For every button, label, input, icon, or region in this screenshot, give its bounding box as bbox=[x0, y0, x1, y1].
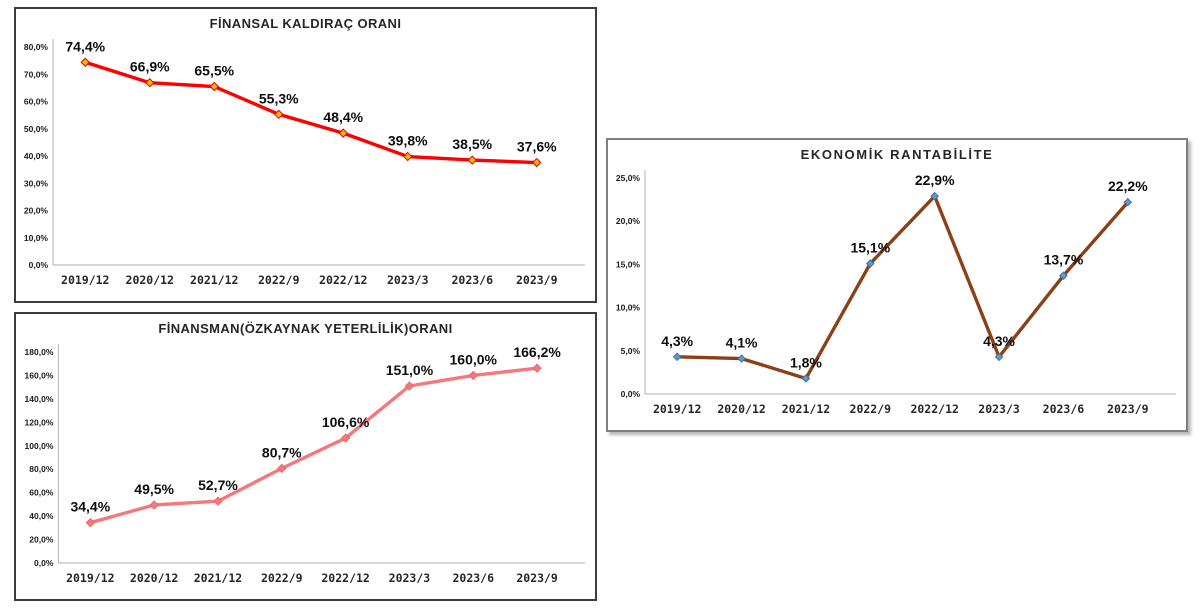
svg-text:2021/12: 2021/12 bbox=[782, 402, 830, 416]
svg-text:2019/12: 2019/12 bbox=[653, 402, 701, 416]
svg-text:2023/3: 2023/3 bbox=[978, 402, 1020, 416]
chart-title: FİNANSAL KALDIRAÇ ORANI bbox=[209, 16, 402, 31]
svg-text:0,0%: 0,0% bbox=[29, 260, 49, 270]
line-chart-ekonomik-rantabilite: 0,0% 5,0% 10,0% 15,0% 20,0% 25,0% 2019/12 2020/… bbox=[616, 170, 1176, 416]
svg-text:10,0%: 10,0% bbox=[616, 303, 641, 313]
svg-text:180,0%: 180,0% bbox=[25, 347, 54, 357]
svg-text:4,3%: 4,3% bbox=[983, 333, 1015, 349]
svg-text:106,6%: 106,6% bbox=[322, 414, 370, 430]
svg-text:160,0%: 160,0% bbox=[25, 370, 54, 380]
svg-text:2023/6: 2023/6 bbox=[451, 273, 493, 287]
svg-text:2022/9: 2022/9 bbox=[258, 273, 300, 287]
svg-text:20,0%: 20,0% bbox=[616, 216, 641, 226]
svg-text:60,0%: 60,0% bbox=[29, 488, 54, 498]
svg-text:2023/9: 2023/9 bbox=[516, 273, 558, 287]
svg-text:2022/9: 2022/9 bbox=[261, 571, 303, 585]
svg-text:70,0%: 70,0% bbox=[24, 69, 49, 79]
svg-text:4,3%: 4,3% bbox=[661, 333, 693, 349]
svg-text:151,0%: 151,0% bbox=[386, 362, 434, 378]
svg-text:80,0%: 80,0% bbox=[29, 464, 54, 474]
svg-text:2019/12: 2019/12 bbox=[61, 273, 109, 287]
svg-text:2019/12: 2019/12 bbox=[66, 571, 114, 585]
svg-text:1,8%: 1,8% bbox=[790, 354, 822, 370]
svg-text:2023/3: 2023/3 bbox=[389, 571, 431, 585]
svg-text:50,0%: 50,0% bbox=[24, 124, 49, 134]
svg-text:15,1%: 15,1% bbox=[850, 240, 890, 256]
svg-text:48,4%: 48,4% bbox=[323, 109, 363, 125]
svg-text:2023/3: 2023/3 bbox=[387, 273, 429, 287]
svg-text:0,0%: 0,0% bbox=[621, 389, 641, 399]
svg-text:66,9%: 66,9% bbox=[130, 59, 170, 75]
svg-text:22,9%: 22,9% bbox=[915, 172, 955, 188]
svg-text:2022/12: 2022/12 bbox=[910, 402, 958, 416]
svg-text:100,0%: 100,0% bbox=[25, 441, 54, 451]
svg-text:38,5%: 38,5% bbox=[452, 136, 492, 152]
svg-text:52,7%: 52,7% bbox=[198, 477, 238, 493]
svg-text:120,0%: 120,0% bbox=[25, 417, 54, 427]
svg-text:80,0%: 80,0% bbox=[24, 42, 49, 52]
svg-text:25,0%: 25,0% bbox=[616, 173, 641, 183]
svg-text:34,4%: 34,4% bbox=[70, 499, 110, 515]
svg-text:2023/6: 2023/6 bbox=[452, 571, 494, 585]
svg-text:2022/12: 2022/12 bbox=[319, 273, 367, 287]
svg-text:39,8%: 39,8% bbox=[388, 133, 428, 149]
svg-text:10,0%: 10,0% bbox=[24, 233, 49, 243]
svg-text:4,1%: 4,1% bbox=[726, 335, 758, 351]
line-chart-finansal-kaldirac: 0,0% 10,0% 20,0% 30,0% 40,0% 50,0% 60,0% 70,0% 8… bbox=[24, 38, 585, 287]
chart-panel-ekonomik-rantabilite: EKONOMİK RANTABİLİTE 0,0% 5,0% 10,0% 15,0% 2… bbox=[606, 138, 1188, 432]
svg-text:65,5%: 65,5% bbox=[194, 63, 234, 79]
chart-panel-finansman-ozkaynak: FİNANSMAN(ÖZKAYNAK YETERLİLİK)ORANI 0,0%… bbox=[14, 312, 597, 601]
svg-text:2020/12: 2020/12 bbox=[130, 571, 178, 585]
svg-text:160,0%: 160,0% bbox=[450, 351, 498, 367]
chart-title: FİNANSMAN(ÖZKAYNAK YETERLİLİK)ORANI bbox=[158, 321, 453, 336]
svg-text:2023/9: 2023/9 bbox=[1107, 402, 1149, 416]
svg-text:2020/12: 2020/12 bbox=[717, 402, 765, 416]
svg-text:20,0%: 20,0% bbox=[29, 535, 54, 545]
svg-text:60,0%: 60,0% bbox=[24, 97, 49, 107]
svg-text:0,0%: 0,0% bbox=[34, 558, 54, 568]
svg-text:2022/12: 2022/12 bbox=[321, 571, 369, 585]
chart-title: EKONOMİK RANTABİLİTE bbox=[800, 147, 994, 162]
svg-text:2021/12: 2021/12 bbox=[194, 571, 242, 585]
svg-text:37,6%: 37,6% bbox=[517, 139, 557, 155]
chart-panel-finansal-kaldirac: FİNANSAL KALDIRAÇ ORANI 0,0% 10,0% 20,0% 30… bbox=[14, 7, 597, 303]
svg-text:49,5%: 49,5% bbox=[134, 481, 174, 497]
svg-text:140,0%: 140,0% bbox=[25, 394, 54, 404]
svg-text:55,3%: 55,3% bbox=[259, 90, 299, 106]
svg-text:20,0%: 20,0% bbox=[24, 206, 49, 216]
svg-text:22,2%: 22,2% bbox=[1108, 178, 1148, 194]
svg-text:2023/9: 2023/9 bbox=[516, 571, 558, 585]
svg-text:30,0%: 30,0% bbox=[24, 178, 49, 188]
line-chart-finansman-ozkaynak: 0,0% 20,0% 40,0% 60,0% 80,0% 100,0% 120,0% 140,… bbox=[25, 344, 585, 585]
svg-text:2021/12: 2021/12 bbox=[190, 273, 238, 287]
svg-text:74,4%: 74,4% bbox=[65, 38, 105, 54]
svg-text:80,7%: 80,7% bbox=[262, 444, 302, 460]
svg-text:2023/6: 2023/6 bbox=[1043, 402, 1085, 416]
svg-text:40,0%: 40,0% bbox=[29, 511, 54, 521]
svg-text:2020/12: 2020/12 bbox=[126, 273, 174, 287]
svg-text:40,0%: 40,0% bbox=[24, 151, 49, 161]
svg-text:166,2%: 166,2% bbox=[513, 344, 561, 360]
svg-text:13,7%: 13,7% bbox=[1044, 252, 1084, 268]
svg-text:2022/9: 2022/9 bbox=[850, 402, 892, 416]
svg-text:5,0%: 5,0% bbox=[621, 346, 641, 356]
svg-text:15,0%: 15,0% bbox=[616, 259, 641, 269]
